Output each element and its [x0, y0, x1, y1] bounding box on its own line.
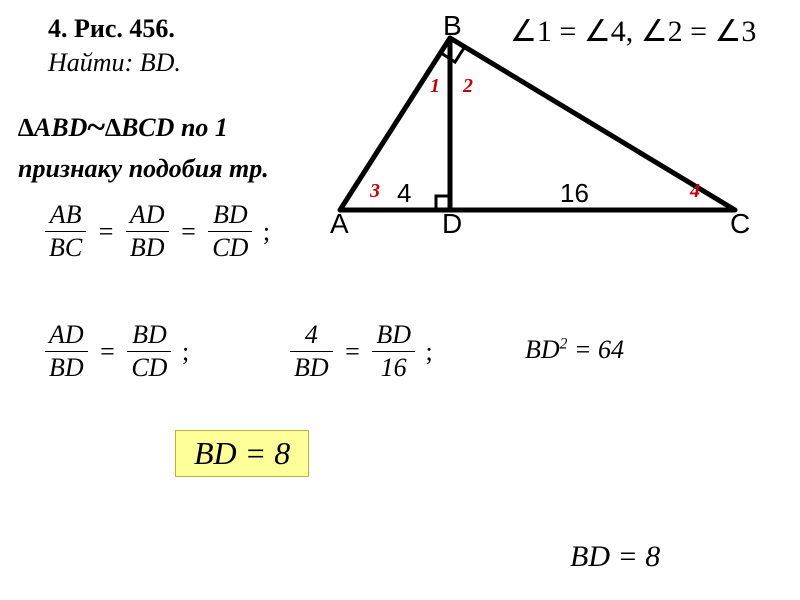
proportion-full: AB BC = AD BD = BD CD ;: [45, 200, 270, 263]
similar-symbol: ~: [87, 109, 105, 146]
length-ad: 4: [397, 178, 411, 209]
find-prefix: Найти: [48, 48, 125, 77]
problem-header: 4. Рис. 456. Найти: BD.: [48, 12, 181, 80]
triangle-bcd: ∆BCD: [105, 113, 174, 142]
vertex-d: D: [442, 208, 462, 240]
bd-squared: BD2 = 64: [525, 335, 624, 365]
figure-ref: Рис. 456.: [74, 14, 175, 43]
angle-2: 2: [463, 75, 473, 98]
triangle-svg: [330, 20, 760, 240]
proportion-numeric: 4 BD = BD 16 ;: [290, 320, 433, 383]
fraction-ad-bd-2: AD BD: [45, 320, 88, 383]
fraction-ab-bc: AB BC: [45, 200, 86, 263]
fraction-bd-cd-2: BD CD: [127, 320, 171, 383]
vertex-a: А: [330, 208, 349, 240]
vertex-c: С: [730, 208, 750, 240]
triangle-diagram: В А С D 1 2 3 4 4 16: [330, 20, 760, 240]
answer-highlight: BD = 8: [175, 430, 309, 477]
find-target: : BD.: [125, 48, 181, 77]
problem-number: 4.: [48, 14, 68, 43]
fraction-bd-16: BD 16: [372, 320, 415, 383]
by-criterion: по 1: [174, 113, 227, 142]
angle-3: 3: [370, 180, 380, 203]
similarity-statement: ∆ABD~∆BCD по 1 признаку подобия тр.: [18, 105, 269, 186]
fraction-bd-cd: BD CD: [208, 200, 252, 263]
fraction-ad-bd: AD BD: [126, 200, 169, 263]
criterion-text: признаку подобия тр.: [18, 151, 269, 186]
triangle-abd: ∆ABD: [18, 113, 87, 142]
vertex-b: В: [443, 10, 462, 42]
proportion-reduced: AD BD = BD CD ;: [45, 320, 189, 383]
angle-4: 4: [690, 180, 700, 203]
angle-1: 1: [430, 75, 440, 98]
fraction-4-bd: 4 BD: [290, 320, 333, 383]
length-dc: 16: [560, 178, 589, 209]
final-answer: BD = 8: [570, 540, 660, 574]
